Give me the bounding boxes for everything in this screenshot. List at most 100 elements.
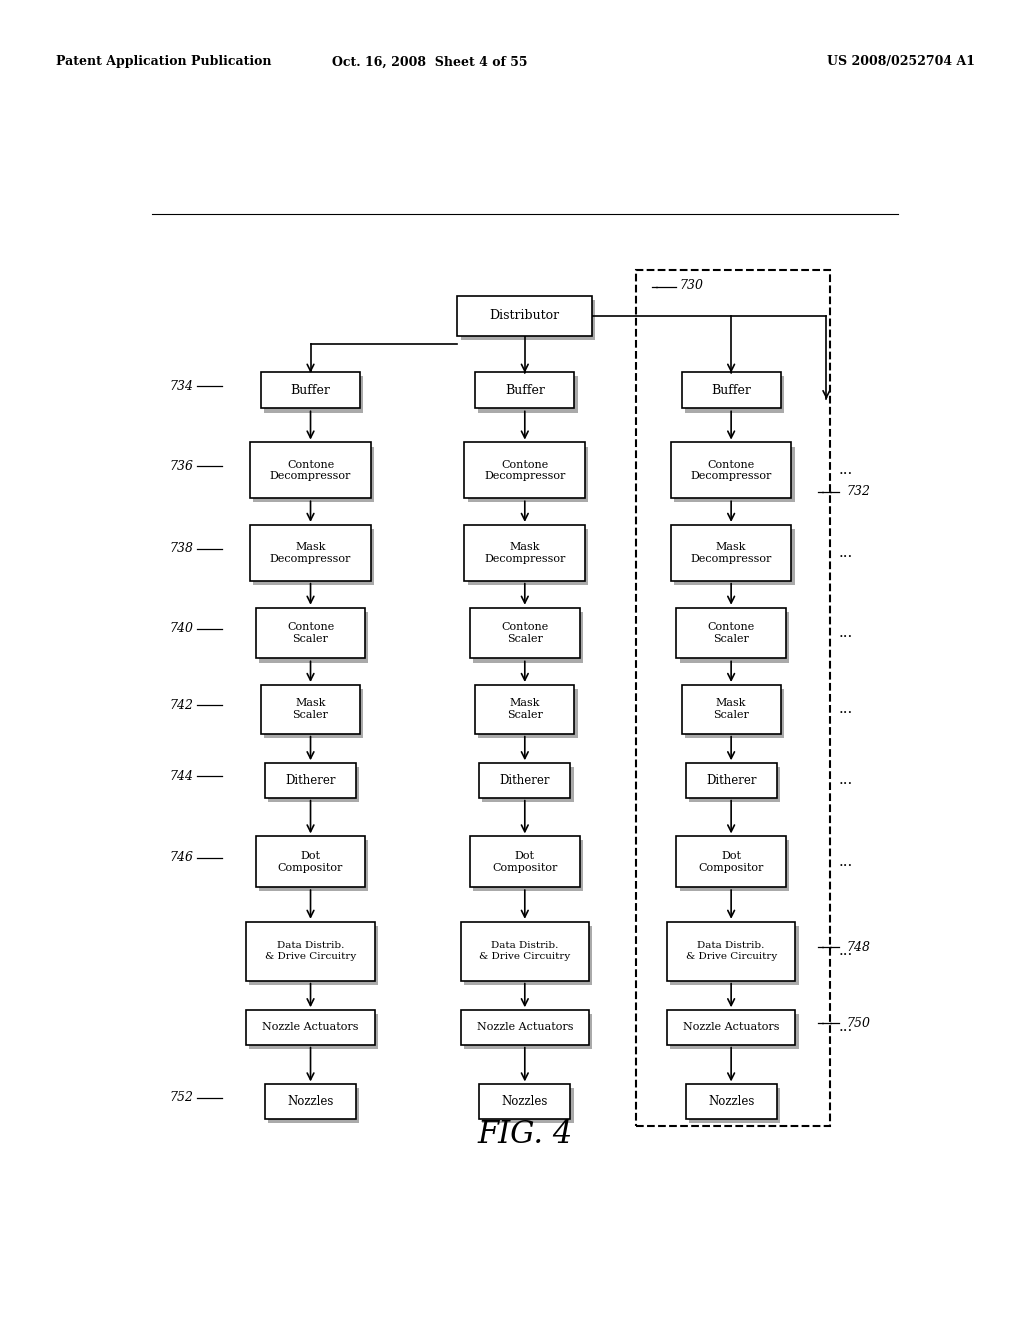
Text: US 2008/0252704 A1: US 2008/0252704 A1 xyxy=(827,55,975,69)
Bar xyxy=(677,607,785,659)
Bar xyxy=(468,446,588,503)
Bar xyxy=(461,300,595,341)
Text: ...: ... xyxy=(839,944,853,958)
Bar xyxy=(473,841,583,891)
Text: Nozzle Actuators: Nozzle Actuators xyxy=(476,1023,573,1032)
Bar xyxy=(478,689,578,738)
Text: Buffer: Buffer xyxy=(505,384,545,396)
Bar xyxy=(250,525,371,581)
Bar xyxy=(670,1014,799,1049)
Bar xyxy=(253,446,374,503)
Bar xyxy=(689,1089,780,1123)
Bar xyxy=(468,529,588,585)
Text: Nozzles: Nozzles xyxy=(708,1096,755,1107)
Text: FIG. 4: FIG. 4 xyxy=(477,1118,572,1150)
Bar xyxy=(671,442,792,499)
Text: 748: 748 xyxy=(846,941,870,953)
Bar xyxy=(461,921,589,981)
Text: 736: 736 xyxy=(169,459,194,473)
Bar xyxy=(250,925,378,985)
Text: ...: ... xyxy=(839,1020,853,1035)
Text: Distributor: Distributor xyxy=(489,309,560,322)
Bar xyxy=(261,685,360,734)
Bar xyxy=(475,685,574,734)
Bar xyxy=(674,446,795,503)
Text: Contone
Scaler: Contone Scaler xyxy=(287,622,334,644)
Bar xyxy=(250,442,371,499)
Bar xyxy=(689,767,780,801)
Bar xyxy=(478,376,578,412)
Bar xyxy=(667,921,796,981)
Bar xyxy=(264,376,364,412)
Text: ...: ... xyxy=(839,702,853,717)
Bar xyxy=(685,689,784,738)
Text: 730: 730 xyxy=(680,279,703,292)
Bar xyxy=(268,1089,359,1123)
Bar xyxy=(458,296,592,337)
Bar xyxy=(465,525,585,581)
Text: Dot
Compositor: Dot Compositor xyxy=(493,851,557,873)
Text: Dot
Compositor: Dot Compositor xyxy=(278,851,343,873)
Text: 740: 740 xyxy=(169,623,194,635)
Text: 742: 742 xyxy=(169,698,194,711)
Bar xyxy=(464,1014,592,1049)
Bar xyxy=(680,841,790,891)
Text: Ditherer: Ditherer xyxy=(500,774,550,787)
Bar xyxy=(250,1014,378,1049)
Text: 750: 750 xyxy=(846,1016,870,1030)
Bar xyxy=(682,685,780,734)
Bar xyxy=(265,1084,356,1119)
Bar xyxy=(264,689,364,738)
Text: Oct. 16, 2008  Sheet 4 of 55: Oct. 16, 2008 Sheet 4 of 55 xyxy=(333,55,527,69)
Bar xyxy=(667,1010,796,1044)
Bar xyxy=(256,837,366,887)
Bar xyxy=(636,271,829,1126)
Bar xyxy=(479,1084,570,1119)
Bar xyxy=(461,1010,589,1044)
Text: ...: ... xyxy=(839,855,853,869)
Bar xyxy=(473,611,583,663)
Text: Nozzles: Nozzles xyxy=(502,1096,548,1107)
Bar xyxy=(470,607,580,659)
Text: Contone
Scaler: Contone Scaler xyxy=(708,622,755,644)
Text: Mask
Decompressor: Mask Decompressor xyxy=(270,543,351,564)
Text: Buffer: Buffer xyxy=(291,384,331,396)
Bar xyxy=(265,763,356,797)
Text: Contone
Decompressor: Contone Decompressor xyxy=(484,459,565,482)
Bar xyxy=(253,529,374,585)
Bar xyxy=(479,763,570,797)
Text: 744: 744 xyxy=(169,770,194,783)
Text: Data Distrib.
& Drive Circuitry: Data Distrib. & Drive Circuitry xyxy=(265,941,356,961)
Bar xyxy=(259,611,369,663)
Text: 738: 738 xyxy=(169,543,194,556)
Text: Patent Application Publication: Patent Application Publication xyxy=(56,55,271,69)
Bar xyxy=(677,837,785,887)
Bar xyxy=(259,841,369,891)
Text: Mask
Decompressor: Mask Decompressor xyxy=(484,543,565,564)
Text: Contone
Scaler: Contone Scaler xyxy=(501,622,549,644)
Text: Nozzle Actuators: Nozzle Actuators xyxy=(683,1023,779,1032)
Text: ...: ... xyxy=(839,774,853,788)
Bar xyxy=(261,372,360,408)
Text: Contone
Decompressor: Contone Decompressor xyxy=(270,459,351,482)
Text: Data Distrib.
& Drive Circuitry: Data Distrib. & Drive Circuitry xyxy=(685,941,777,961)
Text: Mask
Decompressor: Mask Decompressor xyxy=(690,543,772,564)
Bar xyxy=(685,376,784,412)
Text: Mask
Scaler: Mask Scaler xyxy=(713,698,750,721)
Bar xyxy=(670,925,799,985)
Bar xyxy=(482,1089,573,1123)
Bar xyxy=(465,442,585,499)
Bar xyxy=(685,1084,777,1119)
Bar xyxy=(470,837,580,887)
Bar xyxy=(464,925,592,985)
Text: Contone
Decompressor: Contone Decompressor xyxy=(690,459,772,482)
Text: 746: 746 xyxy=(169,851,194,865)
Bar xyxy=(482,767,573,801)
Text: Nozzle Actuators: Nozzle Actuators xyxy=(262,1023,358,1032)
Text: Dot
Compositor: Dot Compositor xyxy=(698,851,764,873)
Text: Mask
Scaler: Mask Scaler xyxy=(507,698,543,721)
Bar xyxy=(246,1010,375,1044)
Text: 752: 752 xyxy=(169,1092,194,1104)
Text: Ditherer: Ditherer xyxy=(706,774,757,787)
Text: Data Distrib.
& Drive Circuitry: Data Distrib. & Drive Circuitry xyxy=(479,941,570,961)
